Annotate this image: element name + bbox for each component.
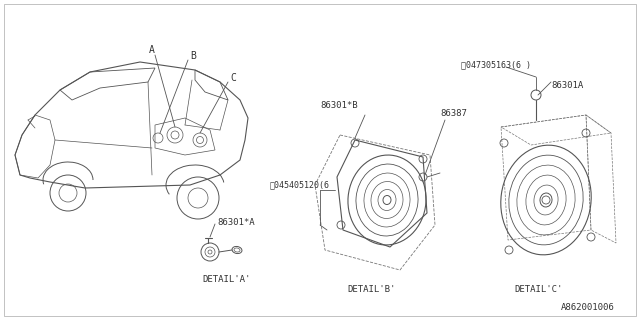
Text: 86301A: 86301A [551, 81, 583, 90]
Text: Ⓢ047305163(6 ): Ⓢ047305163(6 ) [461, 60, 531, 69]
Text: A: A [149, 45, 155, 55]
Text: DETAIL'C': DETAIL'C' [514, 285, 563, 294]
Text: C: C [230, 73, 236, 83]
Text: 86387: 86387 [440, 108, 467, 117]
Text: Ⓢ045405120(6: Ⓢ045405120(6 [270, 180, 330, 189]
Text: 86301*B: 86301*B [320, 100, 358, 109]
Text: DETAIL'B': DETAIL'B' [347, 285, 396, 294]
Text: 86301*A: 86301*A [217, 218, 255, 227]
Text: DETAIL'A': DETAIL'A' [202, 276, 250, 284]
Text: A862001006: A862001006 [561, 303, 615, 313]
Text: B: B [190, 51, 196, 61]
